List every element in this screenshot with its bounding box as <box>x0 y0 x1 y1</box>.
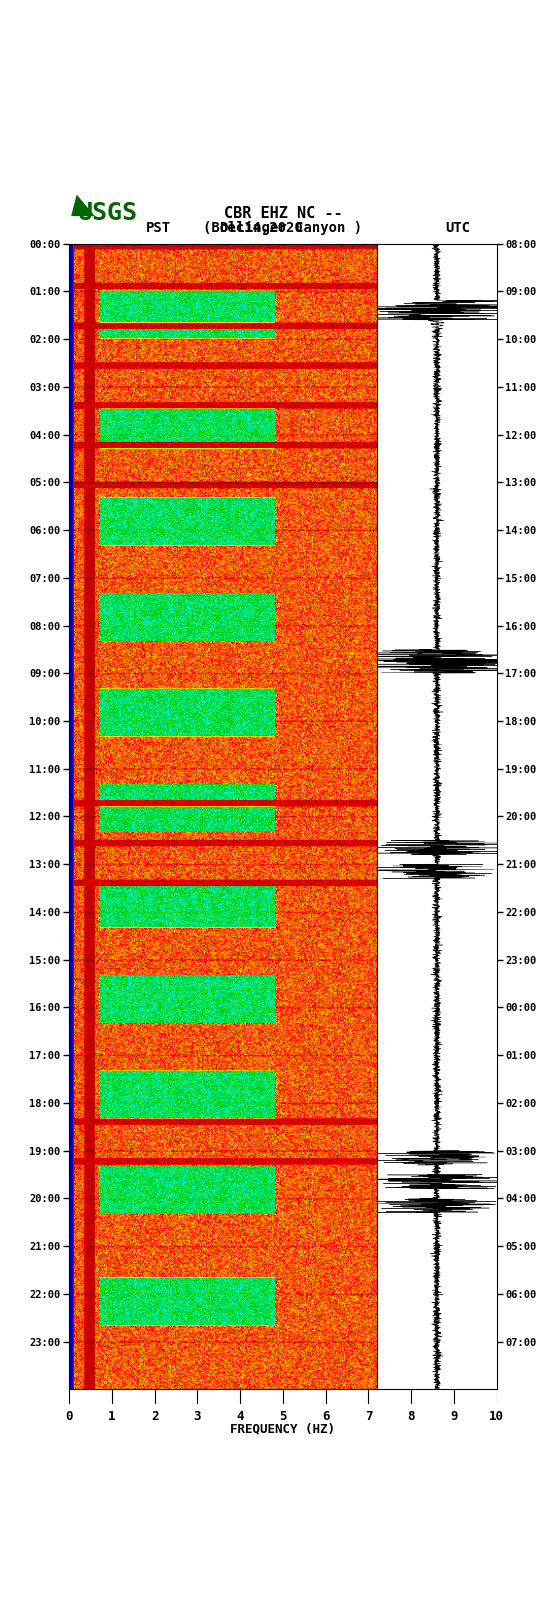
Polygon shape <box>71 195 95 216</box>
Text: USGS: USGS <box>77 202 137 226</box>
Text: 3: 3 <box>194 1410 201 1423</box>
Text: 10: 10 <box>489 1410 505 1423</box>
Text: PST: PST <box>146 221 171 235</box>
Text: (Bollinger Canyon ): (Bollinger Canyon ) <box>203 221 363 235</box>
Text: 1: 1 <box>108 1410 115 1423</box>
Text: 6: 6 <box>322 1410 330 1423</box>
Text: 4: 4 <box>236 1410 244 1423</box>
Text: 5: 5 <box>279 1410 286 1423</box>
Text: 7: 7 <box>365 1410 372 1423</box>
Text: Dec14,2020: Dec14,2020 <box>219 221 302 235</box>
Text: 0: 0 <box>65 1410 73 1423</box>
Text: FREQUENCY (HZ): FREQUENCY (HZ) <box>230 1423 336 1436</box>
Text: UTC: UTC <box>445 221 471 235</box>
Text: 2: 2 <box>151 1410 158 1423</box>
Text: CBR EHZ NC --: CBR EHZ NC -- <box>224 206 342 221</box>
Text: 9: 9 <box>450 1410 458 1423</box>
Text: 8: 8 <box>407 1410 415 1423</box>
